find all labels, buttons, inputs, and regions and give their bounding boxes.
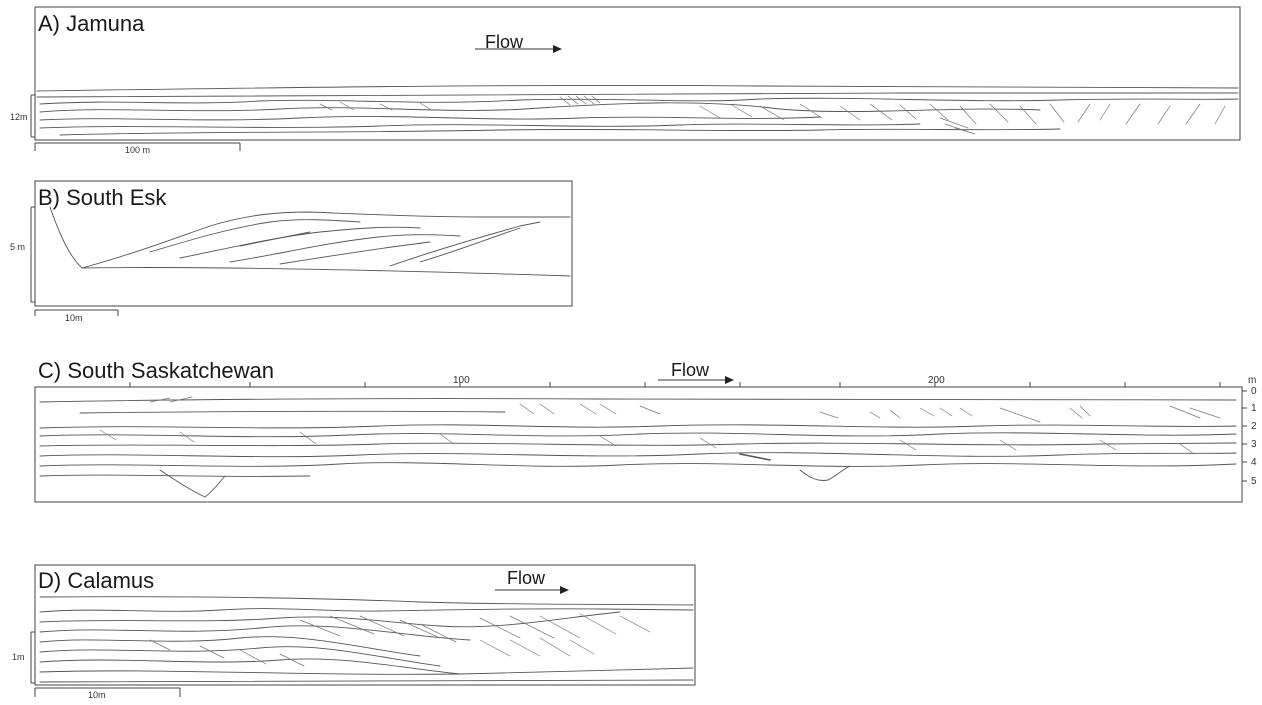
panel-a-flow-label: Flow <box>485 32 524 52</box>
panel-c-tick-100: 100 <box>453 375 470 386</box>
panel-d-horizontal-scale: 10m <box>34 687 181 700</box>
panel-d-vertical-scale: 1m <box>12 631 35 684</box>
panel-d-vertical-scale-label: 1m <box>12 652 25 662</box>
panel-a-frame <box>34 6 1241 141</box>
panel-c-tick-200: 200 <box>928 375 945 386</box>
panel-c-sediment-lines <box>39 396 1237 498</box>
panel-c-depth-1: 1 <box>1251 403 1257 414</box>
panel-a-jamuna: A) Jamuna Flow 12m 100 m <box>10 6 1241 155</box>
panel-b-horizontal-scale: 10m <box>34 309 119 323</box>
panel-a-horizontal-scale-label: 100 m <box>125 145 150 155</box>
panel-b-vertical-scale: 5 m <box>10 206 35 303</box>
panel-a-flow-arrow <box>475 45 562 53</box>
panel-c-depth-axis: 0 1 2 3 4 5 <box>1242 386 1257 487</box>
panel-d-frame <box>34 564 696 686</box>
panel-a-title: A) Jamuna <box>38 11 145 36</box>
panel-c-title: C) South Saskatchewan <box>38 358 274 383</box>
panel-a-horizontal-scale: 100 m <box>34 142 241 155</box>
panel-c-depth-4: 4 <box>1251 457 1257 468</box>
panel-c-depth-2: 2 <box>1251 421 1257 432</box>
panel-c-flow-label: Flow <box>671 360 710 380</box>
panel-d-sediment-lines <box>39 596 694 683</box>
panel-d-calamus: D) Calamus Flow 1m 10m <box>12 564 696 700</box>
panel-c-unit: m <box>1248 375 1256 386</box>
panel-c-depth-0: 0 <box>1251 386 1257 397</box>
panel-a-vertical-scale: 12m <box>10 94 35 138</box>
panel-b-title: B) South Esk <box>38 185 167 210</box>
panel-d-title: D) Calamus <box>38 568 154 593</box>
panel-b-frame <box>34 180 573 307</box>
panel-c-top-axis: 100 200 m <box>129 375 1256 387</box>
panel-c-flow-arrow <box>658 376 734 384</box>
panel-a-vertical-scale-label: 12m <box>10 112 28 122</box>
panel-b-sediment-lines <box>49 206 571 277</box>
panel-b-south-esk: B) South Esk 5 m 10m <box>10 180 573 323</box>
panel-c-south-saskatchewan: C) South Saskatchewan Flow 100 200 m 0 1… <box>34 358 1257 503</box>
panel-b-horizontal-scale-label: 10m <box>65 313 83 323</box>
panel-d-flow-arrow <box>495 586 569 594</box>
panel-d-flow-label: Flow <box>507 568 546 588</box>
panel-b-vertical-scale-label: 5 m <box>10 242 25 252</box>
panel-a-sediment-lines <box>36 85 1239 136</box>
panel-c-depth-3: 3 <box>1251 439 1257 450</box>
panel-d-horizontal-scale-label: 10m <box>88 690 106 700</box>
panel-c-depth-5: 5 <box>1251 476 1257 487</box>
